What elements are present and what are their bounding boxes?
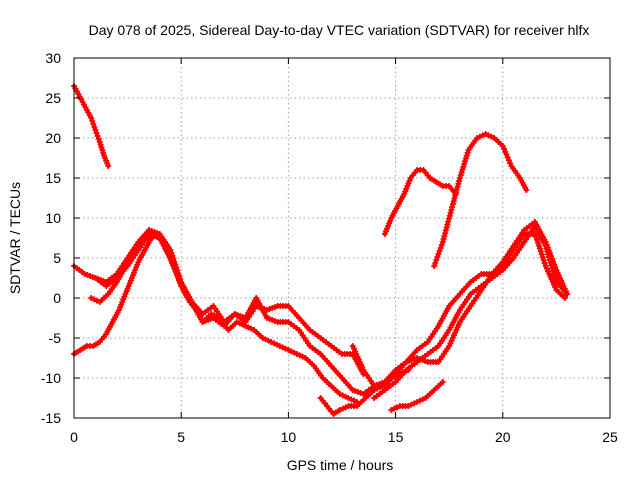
- data-point: [432, 260, 439, 266]
- y-tick-label: -10: [41, 370, 61, 386]
- data-point: [541, 260, 548, 267]
- data-point: [105, 163, 112, 169]
- data-point: [176, 277, 183, 284]
- data-point: [564, 291, 571, 297]
- data-point: [438, 242, 445, 248]
- x-tick-label: 0: [70, 429, 78, 445]
- data-point: [437, 245, 444, 251]
- y-tick-label: -15: [41, 410, 61, 426]
- x-tick-label: 5: [177, 429, 185, 445]
- data-point: [523, 187, 530, 193]
- data-point: [88, 115, 95, 121]
- series-arc-late-rising-b: [371, 223, 571, 401]
- data-point: [94, 133, 101, 139]
- data-point: [540, 257, 547, 264]
- x-tick-label: 20: [495, 429, 511, 445]
- series-arc-midday-c: [92, 231, 378, 397]
- data-point: [439, 379, 446, 385]
- data-point: [435, 251, 442, 257]
- data-point: [537, 248, 544, 255]
- x-axis-label: GPS time / hours: [287, 457, 394, 473]
- y-tick-label: -5: [49, 330, 62, 346]
- data-point: [534, 239, 541, 246]
- data-point: [95, 136, 102, 142]
- grid: [74, 58, 610, 418]
- data-point: [538, 251, 545, 258]
- data-point: [532, 233, 539, 240]
- data-point: [436, 248, 443, 254]
- plot-frame: [73, 57, 611, 419]
- data-point: [93, 130, 100, 136]
- data-point: [536, 245, 543, 252]
- data-point: [561, 295, 568, 301]
- y-tick-label: 20: [45, 130, 61, 146]
- y-tick-label: 15: [45, 170, 61, 186]
- x-tick-label: 15: [388, 429, 404, 445]
- data-point: [168, 257, 175, 264]
- chart-title: Day 078 of 2025, Sidereal Day-to-day VTE…: [89, 22, 590, 38]
- y-tick-label: 30: [45, 50, 61, 66]
- data-point: [535, 242, 542, 249]
- data-point: [89, 118, 96, 124]
- y-axis-label: SDTVAR / TECUs: [7, 182, 23, 294]
- series-arc-late-upper-right: [431, 131, 530, 269]
- series-arc-late-upper-left: [381, 167, 459, 237]
- y-tick-label: 10: [45, 210, 61, 226]
- data-point: [539, 254, 546, 261]
- data-point: [434, 254, 441, 260]
- series-arc-late-rising-a: [381, 231, 568, 389]
- data-point: [92, 127, 99, 133]
- data-point: [431, 263, 438, 269]
- data-point: [173, 271, 180, 278]
- data-point: [433, 257, 440, 263]
- y-tick-label: 25: [45, 90, 61, 106]
- y-tick-label: 5: [53, 250, 61, 266]
- y-tick-label: 0: [53, 290, 61, 306]
- x-tick-label: 10: [281, 429, 297, 445]
- data-point: [90, 121, 97, 127]
- series-arc-late-bottom: [388, 379, 446, 413]
- data-series: [71, 83, 571, 417]
- x-tick-label: 25: [602, 429, 618, 445]
- data-point: [533, 236, 540, 243]
- data-point: [91, 124, 98, 130]
- axis-ticks: 0 5 10 15 20 25 -15 -10 -5 0 5 10 15 20 25 30: [41, 50, 618, 445]
- data-point: [170, 263, 177, 270]
